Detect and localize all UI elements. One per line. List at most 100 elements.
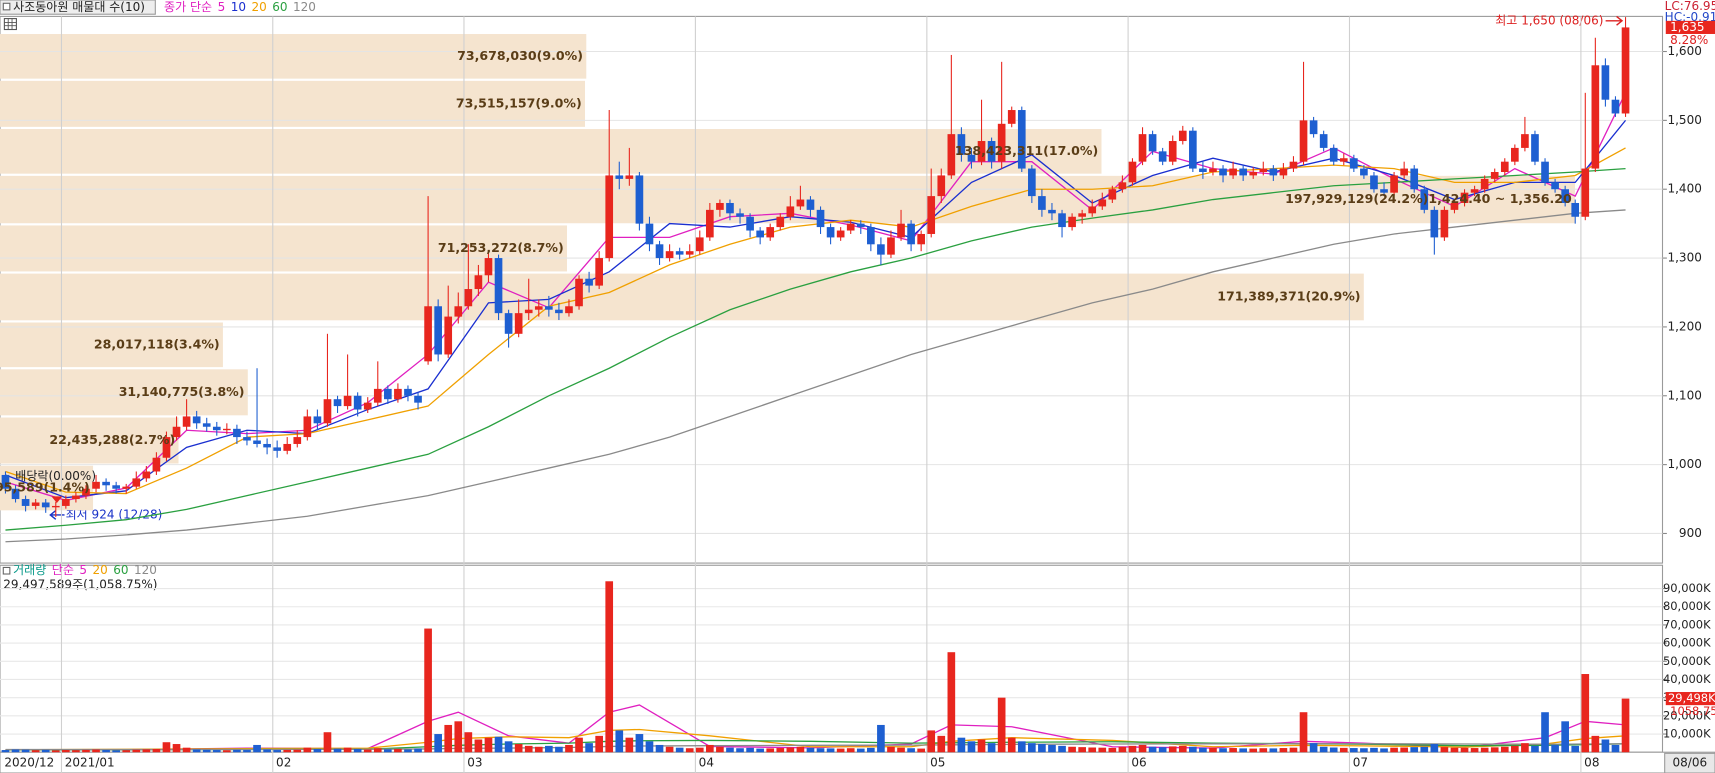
candle-body — [363, 402, 372, 410]
candle-body — [212, 426, 221, 431]
volume-bar — [454, 721, 463, 753]
candle-body — [706, 209, 714, 238]
candle-body — [514, 313, 523, 334]
volume-bar — [1309, 743, 1318, 753]
candle-body — [1500, 161, 1509, 173]
candle-body — [243, 437, 251, 441]
volume-bar — [625, 737, 634, 753]
legend-entry: 120 — [293, 0, 316, 14]
candle-body — [826, 227, 835, 238]
candle-body — [977, 141, 986, 162]
candle-body — [1148, 134, 1157, 152]
volume-bar — [555, 746, 563, 753]
candle-body — [1561, 189, 1569, 203]
candle-body — [575, 278, 583, 307]
volume-bar — [11, 749, 20, 753]
candle-body — [695, 237, 704, 252]
volume-bar — [585, 743, 593, 753]
candle-body — [1490, 172, 1499, 179]
candle-body — [1611, 99, 1620, 114]
profile-bar — [0, 369, 248, 416]
volume-bar — [62, 750, 70, 753]
volume-bar — [1098, 747, 1107, 753]
profile-bar — [0, 80, 585, 127]
candle-body — [665, 251, 674, 259]
volume-bar — [514, 744, 523, 753]
volume-bar — [404, 749, 412, 753]
candle-body — [253, 440, 261, 444]
volume-bar — [1521, 743, 1529, 753]
volume-bar — [605, 581, 614, 753]
candle-body — [726, 202, 734, 214]
volume-bar — [746, 747, 754, 753]
volume-bar — [1058, 745, 1066, 753]
change-label: 8.28% — [1670, 33, 1708, 47]
candle-body — [102, 481, 110, 486]
candle-body — [233, 428, 241, 438]
volume-bar — [1269, 748, 1278, 753]
volume-bar — [595, 735, 603, 753]
volume-bar — [957, 737, 966, 753]
volume-bar — [615, 730, 624, 753]
volume-bar — [343, 747, 352, 753]
last-volume-box — [1665, 692, 1715, 706]
volume-bar — [162, 742, 171, 753]
candle-body — [1339, 158, 1348, 162]
candle-body — [283, 443, 292, 451]
volume-bar — [1460, 747, 1469, 753]
candle-body — [1400, 168, 1408, 176]
candle-body — [1531, 134, 1539, 162]
candle-body — [273, 447, 281, 451]
legend-entry: 10 — [231, 0, 246, 14]
candle-body — [504, 313, 513, 334]
profile-label: 73,515,157(9.0%) — [456, 95, 582, 110]
candle-body — [1158, 151, 1167, 162]
candle-body — [172, 426, 181, 438]
candle-body — [474, 275, 483, 290]
y-tick-label: 900 — [1679, 526, 1702, 540]
candle-body — [1068, 216, 1076, 228]
candle-body — [1440, 209, 1449, 238]
x-axis-strip — [0, 751, 1715, 773]
volume-bar — [826, 748, 835, 753]
candle-body — [82, 488, 90, 496]
candle-body — [1370, 175, 1378, 190]
volume-bar — [414, 748, 422, 753]
volume-bar — [1490, 747, 1499, 753]
volume-bar — [1470, 748, 1479, 753]
candle-body — [585, 278, 593, 286]
volume-bar — [1350, 748, 1358, 753]
candle-body — [142, 471, 151, 479]
volume-bar — [846, 748, 855, 753]
volume-bar — [1168, 746, 1177, 753]
volume-bar — [967, 741, 976, 753]
candle-body — [31, 502, 40, 506]
volume-tick-label: 40,000K — [1663, 672, 1711, 686]
profile-label: 73,678,030(9.0%) — [457, 48, 583, 63]
candle-body — [545, 306, 553, 310]
candle-body — [1360, 168, 1368, 176]
candle-body — [524, 309, 533, 314]
x-tick-label: 03 — [467, 756, 482, 770]
candle-body — [1017, 110, 1026, 169]
volume-tick-label: 70,000K — [1663, 617, 1711, 631]
candle-body — [887, 237, 895, 255]
legend-entry: 60 — [113, 563, 128, 577]
volume-bar — [132, 749, 141, 753]
candle-body — [1380, 189, 1388, 193]
volume-bar — [373, 748, 382, 753]
volume-bar — [1078, 747, 1086, 753]
volume-bar — [1017, 741, 1026, 753]
candle-body — [1078, 213, 1086, 217]
cursor-label: 08/06 — [1673, 756, 1708, 770]
candle-body — [1189, 130, 1197, 169]
profile-note: 1,424.40 ~ 1,356.20 — [1428, 191, 1572, 206]
title-icon — [2, 2, 11, 11]
volume-bar — [1158, 747, 1167, 753]
volume-bar — [776, 748, 785, 753]
candle-body — [957, 134, 966, 155]
title-box — [0, 0, 156, 15]
candle-body — [1209, 168, 1217, 173]
candle-body — [1480, 178, 1489, 190]
candle-body — [806, 199, 815, 210]
